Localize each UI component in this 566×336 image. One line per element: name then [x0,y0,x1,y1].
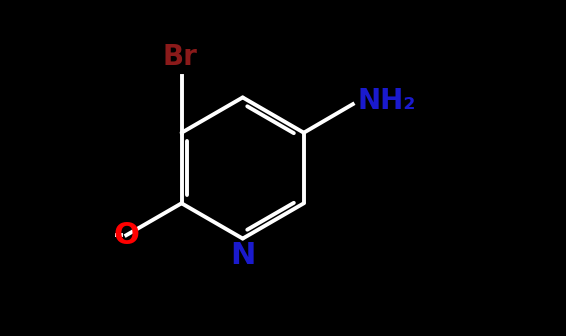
Text: NH₂: NH₂ [358,87,416,115]
Text: N: N [230,241,255,270]
Text: Br: Br [162,43,198,71]
Text: O: O [113,221,139,250]
